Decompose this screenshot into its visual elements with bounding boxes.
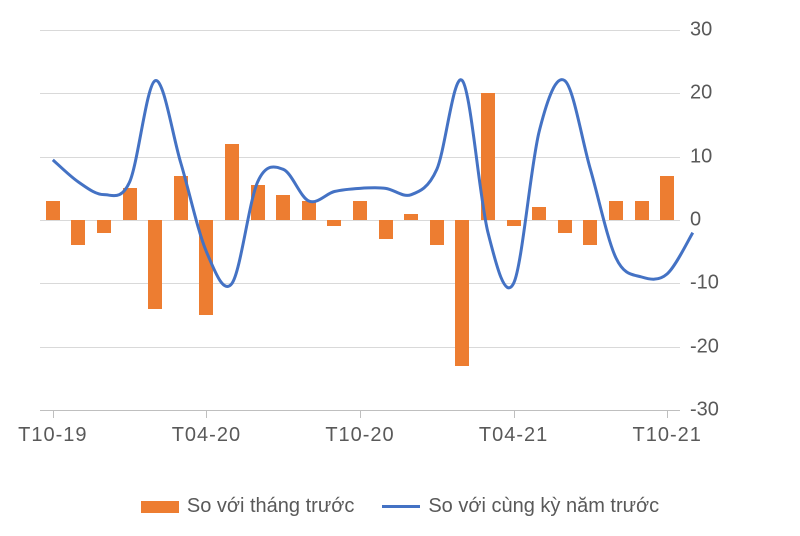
legend-swatch-bar xyxy=(141,501,179,513)
x-tick-label: T10-19 xyxy=(18,424,87,447)
x-tick xyxy=(360,410,361,418)
y-tick-label: -20 xyxy=(690,335,740,358)
x-tick xyxy=(667,410,668,418)
y-tick-label: 30 xyxy=(690,19,740,42)
legend-item-bars: So với tháng trước xyxy=(141,495,354,518)
y-tick-label: 0 xyxy=(690,209,740,232)
x-tick xyxy=(53,410,54,418)
y-tick-label: 10 xyxy=(690,145,740,168)
y-tick-label: 20 xyxy=(690,82,740,105)
x-tick xyxy=(206,410,207,418)
legend-label-bars: So với tháng trước xyxy=(187,495,354,518)
line-chart-svg xyxy=(40,30,680,410)
x-tick-label: T10-20 xyxy=(325,424,394,447)
legend: So với tháng trước So với cùng kỳ năm tr… xyxy=(0,495,800,518)
chart-container: -30-20-100102030T10-19T04-20T10-20T04-21… xyxy=(40,30,740,440)
line-series xyxy=(53,80,693,288)
x-tick-label: T04-20 xyxy=(172,424,241,447)
x-tick-label: T04-21 xyxy=(479,424,548,447)
y-tick-label: -30 xyxy=(690,399,740,422)
legend-item-line: So với cùng kỳ năm trước xyxy=(382,495,659,518)
y-tick-label: -10 xyxy=(690,272,740,295)
legend-swatch-line xyxy=(382,505,420,508)
plot-area: -30-20-100102030T10-19T04-20T10-20T04-21… xyxy=(40,30,680,410)
x-tick xyxy=(514,410,515,418)
x-tick-label: T10-21 xyxy=(633,424,702,447)
legend-label-line: So với cùng kỳ năm trước xyxy=(428,495,659,518)
